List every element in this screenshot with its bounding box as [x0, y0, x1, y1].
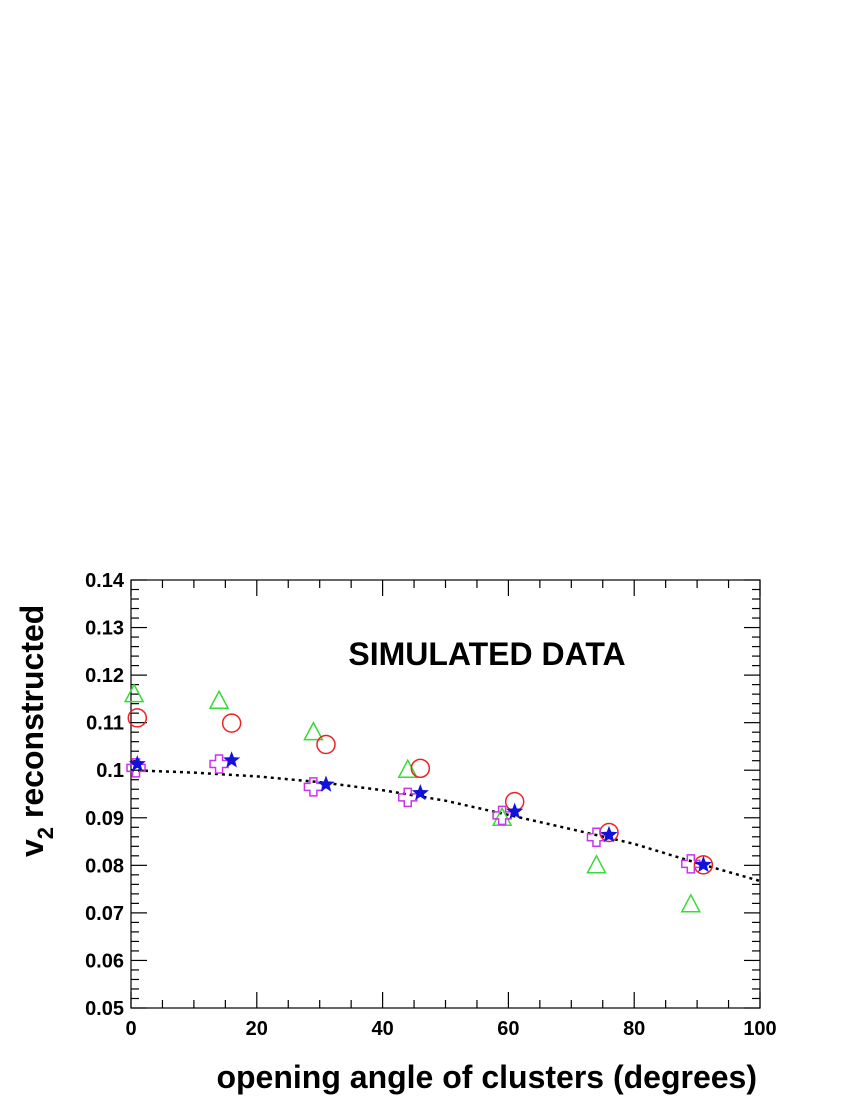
- triangle-marker: [208, 689, 230, 710]
- y-tick-label: 0.08: [85, 855, 124, 877]
- cross-marker: [492, 805, 512, 826]
- x-axis-title: opening angle of clusters (degrees): [216, 1059, 757, 1095]
- x-tick-label: 80: [623, 1018, 645, 1040]
- triangle-marker: [123, 683, 145, 703]
- star-marker: [694, 855, 712, 873]
- x-tick-label: 20: [246, 1018, 268, 1040]
- circle-marker: [316, 734, 336, 755]
- star-marker: [128, 755, 146, 772]
- circle-marker: [221, 713, 242, 733]
- cross-marker: [209, 754, 229, 774]
- star-marker: [506, 802, 524, 819]
- y-tick-label: 0.12: [85, 665, 124, 687]
- y-axis-title: v2 reconstructed: [14, 605, 58, 857]
- y-tick-label: 0.09: [85, 808, 124, 830]
- triangle-marker: [586, 854, 607, 874]
- star-marker: [411, 784, 429, 801]
- x-tick-label: 60: [497, 1018, 519, 1040]
- axis-ticks: [130, 579, 761, 1009]
- cross-marker: [681, 854, 701, 874]
- y-tick-label: 0.07: [85, 903, 124, 925]
- y-tick-label: 0.1: [96, 760, 124, 782]
- y-axis-title-main: v: [14, 839, 50, 857]
- triangle-marker: [491, 806, 513, 827]
- cross-marker: [398, 787, 418, 808]
- star-marker: [600, 825, 618, 843]
- y-tick-label: 0.06: [85, 950, 124, 972]
- y-tick-label: 0.05: [85, 998, 124, 1020]
- triangle-marker: [397, 758, 419, 778]
- fit-curve: [130, 768, 761, 883]
- y-tick-label: 0.14: [85, 570, 125, 592]
- y-tick-label: 0.11: [86, 713, 124, 735]
- x-tick-label: 40: [371, 1018, 393, 1040]
- star-marker: [223, 751, 241, 768]
- y-axis-title-rest: reconstructed: [14, 605, 50, 827]
- circle-marker: [693, 855, 714, 875]
- triangle-marker: [303, 721, 324, 741]
- cross-marker: [303, 777, 324, 797]
- x-tick-label: 0: [125, 1018, 136, 1040]
- y-tick-labels: 0.05 0.06 0.07 0.08 0.09 0.1 0.11 0.12 0.13 0.14: [85, 570, 125, 1020]
- data-markers: [123, 683, 714, 913]
- simulated-data-annotation: SIMULATED DATA: [348, 636, 625, 672]
- triangle-marker: [680, 893, 702, 913]
- star-marker: [317, 775, 335, 792]
- x-tick-labels: 0 20 40 60 80 100: [125, 1018, 776, 1040]
- circle-marker: [127, 708, 148, 728]
- circle-marker: [410, 758, 431, 779]
- x-tick-label: 100: [743, 1018, 776, 1040]
- cross-marker: [586, 827, 607, 848]
- y-axis-title-subscript: 2: [33, 827, 58, 839]
- y-tick-label: 0.13: [85, 618, 124, 640]
